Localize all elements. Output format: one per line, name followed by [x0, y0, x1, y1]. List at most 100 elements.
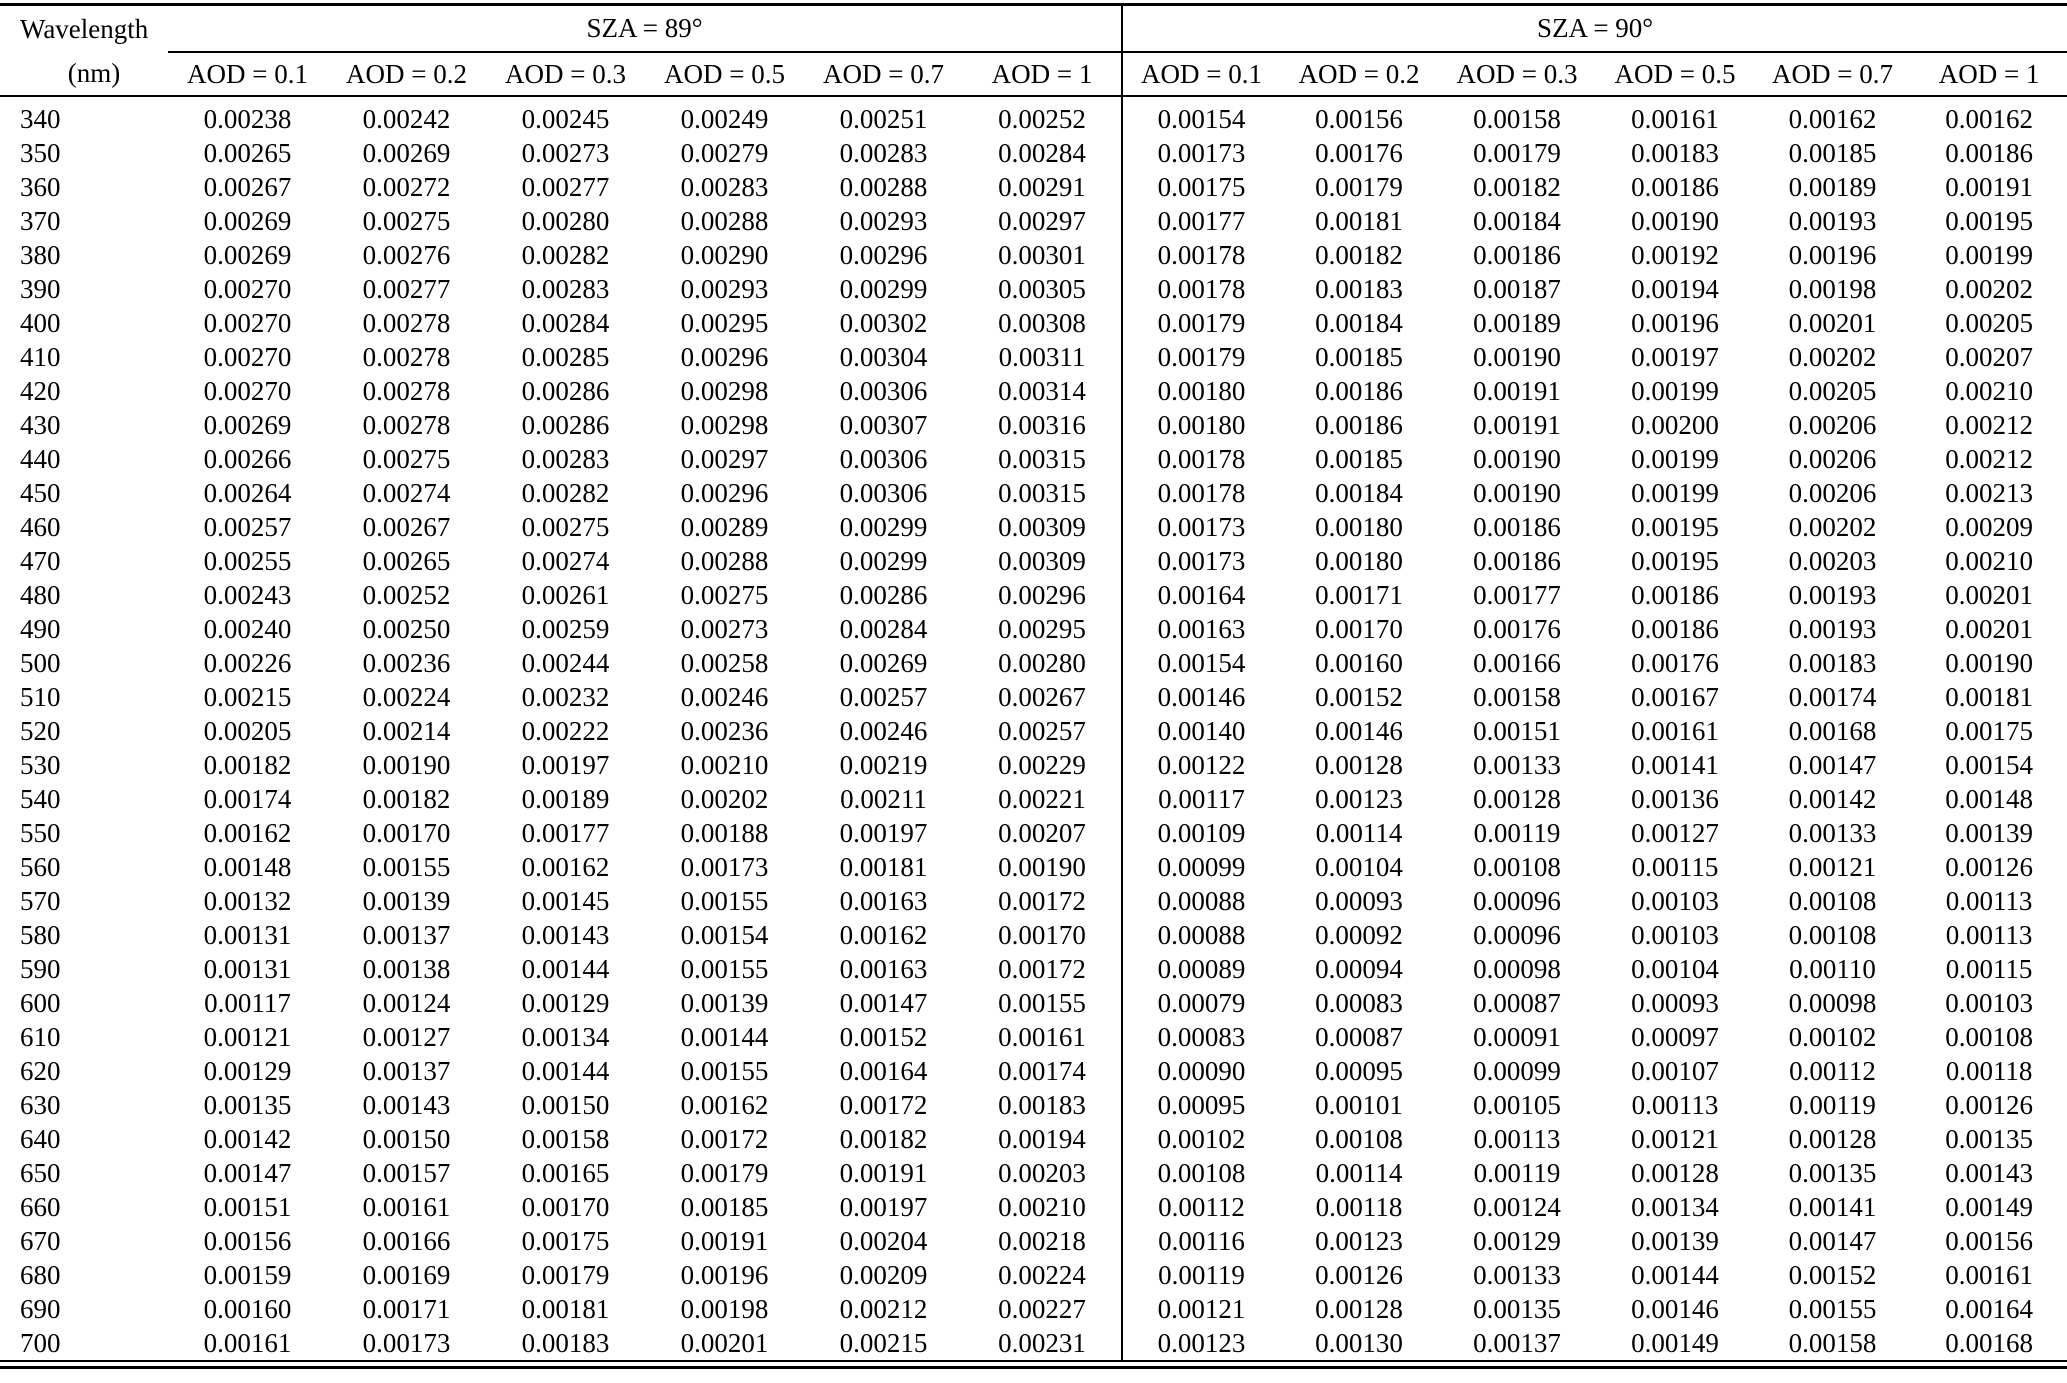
value-cell-sza89-aod1: 0.00269 — [203, 206, 292, 236]
value-cell-sza89-aod5: 0.00164 — [839, 1056, 928, 1086]
value-cell-sza90-aod2: 0.00184 — [1315, 308, 1403, 338]
value-cell-sza89-aod4: 0.00298 — [680, 376, 769, 406]
value-cell-sza90-aod4: 0.00134 — [1631, 1192, 1719, 1222]
wavelength-cell: 470 — [20, 546, 61, 576]
value-cell-sza89-aod3: 0.00129 — [521, 988, 610, 1018]
value-cell-sza90-aod5: 0.00205 — [1788, 376, 1877, 406]
value-cell-sza90-aod6: 0.00156 — [1945, 1226, 2033, 1256]
value-cell-sza89-aod2: 0.00173 — [362, 1328, 451, 1358]
value-cell-sza89-aod5: 0.00172 — [839, 1090, 928, 1120]
value-cell-sza90-aod1: 0.00163 — [1157, 614, 1246, 644]
table-row-540: 540 0.00174 0.00182 0.00189 0.00202 0.00211 0.… — [0, 782, 2067, 816]
value-cell-sza90-aod2: 0.00114 — [1315, 818, 1403, 848]
value-cell-sza89-aod2: 0.00252 — [362, 580, 451, 610]
table-row-440: 440 0.00266 0.00275 0.00283 0.00297 0.00306 0.… — [0, 442, 2067, 476]
value-cell-sza89-aod3: 0.00145 — [521, 886, 610, 916]
value-cell-sza89-aod6: 0.00305 — [963, 272, 1124, 306]
table-row-560: 560 0.00148 0.00155 0.00162 0.00173 0.00181 0.… — [0, 850, 2067, 884]
value-cell-sza89-aod6: 0.00210 — [963, 1190, 1124, 1224]
sza89-group-header: SZA = 89° — [168, 6, 1124, 53]
wavelength-cell: 420 — [20, 376, 61, 406]
value-cell-sza90-aod5: 0.00183 — [1788, 648, 1877, 678]
value-cell-sza89-aod1: 0.00161 — [203, 1328, 292, 1358]
wavelength-header: Wavelength — [20, 13, 149, 44]
value-cell-sza90-aod5: 0.00110 — [1789, 954, 1876, 984]
table-row-380: 380 0.00269 0.00276 0.00282 0.00290 0.00296 0.… — [0, 238, 2067, 272]
value-cell-sza89-aod4: 0.00198 — [680, 1294, 769, 1324]
value-cell-sza89-aod5: 0.00304 — [839, 342, 928, 372]
value-cell-sza89-aod5: 0.00209 — [839, 1260, 928, 1290]
table-row-620: 620 0.00129 0.00137 0.00144 0.00155 0.00164 0.… — [0, 1054, 2067, 1088]
value-cell-sza90-aod4: 0.00199 — [1631, 376, 1719, 406]
value-cell-sza90-aod1: 0.00146 — [1157, 682, 1246, 712]
value-cell-sza90-aod3: 0.00190 — [1473, 342, 1561, 372]
value-cell-sza90-aod2: 0.00093 — [1315, 886, 1403, 916]
value-cell-sza90-aod3: 0.00187 — [1473, 274, 1561, 304]
value-cell-sza89-aod3: 0.00181 — [521, 1294, 610, 1324]
value-cell-sza90-aod2: 0.00114 — [1315, 1158, 1403, 1188]
value-cell-sza90-aod5: 0.00128 — [1788, 1124, 1877, 1154]
table-row-470: 470 0.00255 0.00265 0.00274 0.00288 0.00299 0.… — [0, 544, 2067, 578]
value-cell-sza90-aod1: 0.00178 — [1157, 274, 1246, 304]
value-cell-sza90-aod3: 0.00189 — [1473, 308, 1561, 338]
value-cell-sza90-aod1: 0.00123 — [1157, 1328, 1246, 1358]
value-cell-sza90-aod6: 0.00207 — [1945, 342, 2033, 372]
value-cell-sza90-aod2: 0.00170 — [1315, 614, 1403, 644]
value-cell-sza90-aod5: 0.00189 — [1788, 172, 1877, 202]
table-row-630: 630 0.00135 0.00143 0.00150 0.00162 0.00172 0.… — [0, 1088, 2067, 1122]
value-cell-sza89-aod3: 0.00275 — [521, 512, 610, 542]
value-cell-sza90-aod1: 0.00173 — [1157, 546, 1246, 576]
value-cell-sza89-aod4: 0.00290 — [680, 240, 769, 270]
value-cell-sza89-aod2: 0.00157 — [362, 1158, 451, 1188]
value-cell-sza89-aod4: 0.00258 — [680, 648, 769, 678]
value-cell-sza89-aod3: 0.00245 — [521, 104, 610, 134]
value-cell-sza90-aod1: 0.00164 — [1157, 580, 1246, 610]
wavelength-cell: 370 — [20, 206, 61, 236]
value-cell-sza90-aod5: 0.00135 — [1788, 1158, 1877, 1188]
value-cell-sza89-aod1: 0.00270 — [203, 342, 292, 372]
value-cell-sza89-aod1: 0.00131 — [203, 920, 292, 950]
value-cell-sza89-aod6: 0.00190 — [963, 850, 1124, 884]
value-cell-sza90-aod1: 0.00116 — [1158, 1226, 1245, 1256]
wavelength-cell: 560 — [20, 852, 61, 882]
value-cell-sza89-aod1: 0.00156 — [203, 1226, 292, 1256]
value-cell-sza89-aod1: 0.00270 — [203, 376, 292, 406]
value-cell-sza90-aod2: 0.00186 — [1315, 376, 1403, 406]
value-cell-sza89-aod1: 0.00129 — [203, 1056, 292, 1086]
value-cell-sza90-aod4: 0.00190 — [1631, 206, 1719, 236]
value-cell-sza89-aod2: 0.00224 — [362, 682, 451, 712]
value-cell-sza89-aod2: 0.00190 — [362, 750, 451, 780]
value-cell-sza90-aod4: 0.00192 — [1631, 240, 1719, 270]
value-cell-sza89-aod2: 0.00275 — [362, 444, 451, 474]
value-cell-sza89-aod1: 0.00162 — [203, 818, 292, 848]
value-cell-sza89-aod3: 0.00232 — [521, 682, 610, 712]
value-cell-sza89-aod5: 0.00212 — [839, 1294, 928, 1324]
value-cell-sza89-aod2: 0.00275 — [362, 206, 451, 236]
value-cell-sza90-aod3: 0.00191 — [1473, 376, 1561, 406]
value-cell-sza89-aod3: 0.00286 — [521, 376, 610, 406]
value-cell-sza90-aod4: 0.00128 — [1631, 1158, 1719, 1188]
table-row-460: 460 0.00257 0.00267 0.00275 0.00289 0.00299 0.… — [0, 510, 2067, 544]
value-cell-sza90-aod3: 0.00182 — [1473, 172, 1561, 202]
value-cell-sza90-aod3: 0.00087 — [1473, 988, 1561, 1018]
value-cell-sza90-aod2: 0.00095 — [1315, 1056, 1403, 1086]
value-cell-sza89-aod1: 0.00142 — [203, 1124, 292, 1154]
value-cell-sza89-aod6: 0.00257 — [963, 714, 1124, 748]
value-cell-sza90-aod5: 0.00142 — [1788, 784, 1877, 814]
value-cell-sza89-aod1: 0.00132 — [203, 886, 292, 916]
value-cell-sza90-aod1: 0.00178 — [1157, 444, 1246, 474]
value-cell-sza89-aod1: 0.00270 — [203, 274, 292, 304]
value-cell-sza90-aod4: 0.00186 — [1631, 580, 1719, 610]
value-cell-sza90-aod6: 0.00181 — [1945, 682, 2033, 712]
value-cell-sza89-aod4: 0.00201 — [680, 1328, 769, 1358]
value-cell-sza90-aod6: 0.00205 — [1945, 308, 2033, 338]
value-cell-sza89-aod3: 0.00143 — [521, 920, 610, 950]
value-cell-sza89-aod2: 0.00250 — [362, 614, 451, 644]
value-cell-sza89-aod2: 0.00278 — [362, 376, 451, 406]
wavelength-cell: 380 — [20, 240, 61, 270]
value-cell-sza89-aod3: 0.00170 — [521, 1192, 610, 1222]
value-cell-sza90-aod3: 0.00177 — [1473, 580, 1561, 610]
value-cell-sza89-aod2: 0.00272 — [362, 172, 451, 202]
value-cell-sza90-aod4: 0.00161 — [1631, 716, 1719, 746]
aod-header-sza90-2: AOD = 0.2 — [1280, 52, 1439, 97]
